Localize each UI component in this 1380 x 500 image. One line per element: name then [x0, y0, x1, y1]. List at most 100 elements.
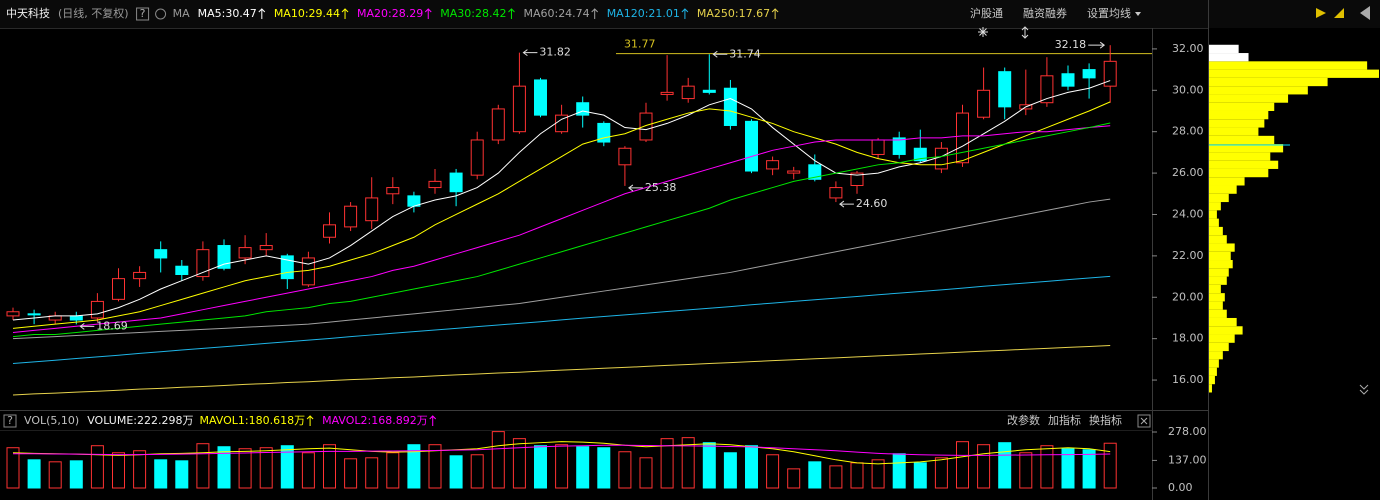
legend-entry: MA30:28.42: [440, 7, 506, 20]
toolbar-button[interactable]: 融资融券: [1023, 6, 1067, 20]
candle-body: [534, 79, 547, 116]
volume-bar: [808, 461, 822, 489]
y-tick-label: 137.00: [1168, 453, 1207, 466]
y-tick-label: 28.00: [1172, 125, 1204, 138]
volume-bar: [112, 452, 125, 489]
profile-bar: [1209, 375, 1215, 385]
candle-body: [154, 249, 168, 259]
arrow-icon: [771, 8, 779, 19]
close-button[interactable]: [1137, 414, 1151, 428]
volume-bar: [238, 448, 252, 489]
period: (日线, 不复权): [58, 6, 129, 20]
legend-entry: MA120:21.01: [607, 7, 680, 20]
candle-body: [512, 85, 526, 133]
volume-bar: [576, 446, 590, 489]
profile-bar: [1209, 69, 1379, 78]
close-icon: [1140, 417, 1148, 425]
volume-bar: [470, 454, 484, 489]
panel-button[interactable]: 加指标: [1048, 413, 1081, 427]
volume-bar: [1019, 452, 1033, 489]
arrow-icon: [508, 8, 515, 19]
volume-bar: [639, 457, 653, 489]
candle-body: [217, 245, 231, 269]
candle-body: [1082, 69, 1096, 79]
volume-bar: [956, 441, 969, 489]
toolbar-icons: [978, 6, 1370, 395]
profile-bar: [1209, 359, 1219, 368]
volume-bar: [344, 458, 358, 489]
volume-bar: [555, 444, 569, 489]
volume-bar: [913, 462, 927, 489]
profile-bar: [1209, 177, 1245, 186]
candle-body: [745, 120, 758, 172]
y-tick-label: 26.00: [1172, 166, 1204, 179]
help-label[interactable]: ?: [7, 414, 13, 427]
volume-bar: [6, 447, 20, 489]
settings-icon[interactable]: [155, 8, 167, 20]
profile-bar: [1209, 94, 1289, 103]
price-label: 24.60: [856, 197, 888, 210]
panel-title: VOL(5,10): [24, 414, 79, 427]
arrow-icon: [424, 8, 432, 19]
help-button[interactable]: [3, 414, 17, 428]
volume-bar: [723, 452, 737, 489]
profile-bar: [1209, 44, 1239, 54]
toolbar-button[interactable]: 沪股通: [970, 6, 1003, 20]
profile-bar: [1209, 77, 1328, 87]
legend-entry: MA10:29.44: [274, 7, 340, 20]
profile-bar: [1209, 135, 1275, 145]
top-bar: [0, 0, 1380, 28]
icon: [1316, 8, 1326, 18]
panel-button[interactable]: 换指标: [1089, 413, 1122, 427]
legend-entry: MA250:17.67: [697, 7, 770, 20]
profile-bar: [1209, 86, 1308, 95]
icon: [978, 27, 988, 37]
volume-bar: [977, 444, 991, 489]
ma-line: [12, 80, 1111, 321]
ma-line: [12, 198, 1111, 340]
price-label: 18.69: [96, 319, 128, 332]
y-tick-label: 18.00: [1172, 332, 1204, 345]
profile-bar: [1209, 367, 1217, 376]
profile-bar: [1209, 110, 1269, 120]
label-arrow: [79, 322, 95, 330]
candle-body: [913, 147, 927, 162]
profile-bar: [1209, 334, 1235, 343]
mavol-line: [13, 444, 1111, 456]
help-label[interactable]: ?: [140, 7, 146, 20]
candle-body: [238, 247, 252, 259]
profile-bar: [1209, 309, 1227, 318]
profile-bar: [1209, 102, 1275, 111]
toolbar-button[interactable]: 设置均线: [1087, 6, 1131, 20]
volume-bar: [69, 460, 83, 489]
profile-bar: [1209, 210, 1217, 219]
candle-body: [829, 187, 843, 199]
volume-bar: [175, 460, 189, 489]
profile-bar: [1209, 384, 1212, 393]
price-label: 31.82: [539, 46, 571, 59]
candle-body: [702, 89, 716, 93]
candle-body: [428, 180, 442, 189]
y-tick-label: 22.00: [1172, 249, 1204, 262]
candle-body: [301, 257, 315, 286]
help-button[interactable]: [136, 7, 150, 21]
volume-bar: [597, 447, 611, 489]
profile-bar: [1209, 193, 1229, 203]
candle-body: [6, 311, 20, 317]
panel-button[interactable]: 改参数: [1007, 413, 1040, 427]
stock-name: 中天科技: [6, 6, 50, 20]
legend-entry: MA20:28.29: [357, 7, 423, 20]
volume-bar: [27, 459, 41, 489]
ma-line: [12, 122, 1111, 338]
candle-body: [365, 197, 379, 222]
profile-bar: [1209, 127, 1259, 136]
volume-bar: [1082, 449, 1096, 489]
arrow-icon: [429, 415, 437, 426]
label-arrow: [839, 200, 854, 208]
candle-body: [449, 172, 463, 193]
candle-body: [386, 187, 400, 195]
icon: [1360, 6, 1370, 20]
candle-body: [850, 172, 864, 187]
volume-bar: [829, 465, 843, 489]
